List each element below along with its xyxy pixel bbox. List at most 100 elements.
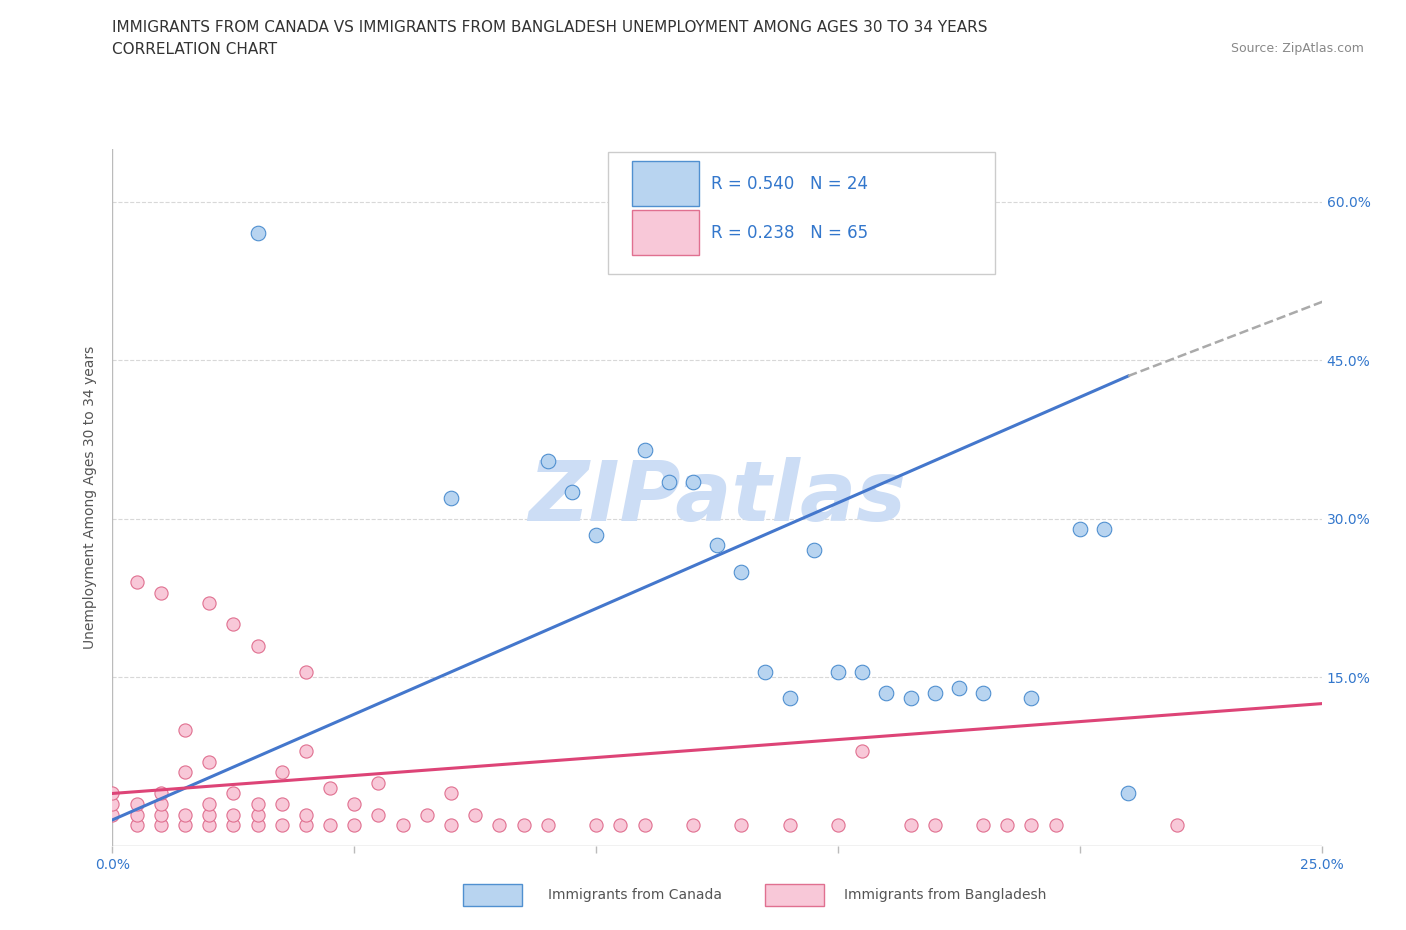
Point — [803, 543, 825, 558]
FancyBboxPatch shape — [609, 153, 995, 274]
Point — [754, 665, 776, 680]
Point — [174, 817, 197, 832]
Point — [343, 817, 366, 832]
Text: Immigrants from Canada: Immigrants from Canada — [548, 887, 723, 902]
Point — [585, 527, 607, 542]
Point — [682, 817, 704, 832]
Point — [319, 817, 342, 832]
Point — [295, 817, 318, 832]
Point — [779, 817, 801, 832]
Point — [512, 817, 534, 832]
Point — [1116, 786, 1139, 801]
Point — [101, 797, 124, 812]
Point — [779, 691, 801, 706]
Point — [174, 807, 197, 822]
Point — [222, 786, 245, 801]
Point — [295, 744, 318, 759]
Point — [198, 807, 221, 822]
Point — [1166, 817, 1188, 832]
Point — [730, 817, 752, 832]
Point — [1069, 522, 1091, 537]
Text: IMMIGRANTS FROM CANADA VS IMMIGRANTS FROM BANGLADESH UNEMPLOYMENT AMONG AGES 30 : IMMIGRANTS FROM CANADA VS IMMIGRANTS FRO… — [112, 20, 988, 35]
Point — [222, 807, 245, 822]
Point — [343, 797, 366, 812]
Point — [1021, 817, 1043, 832]
Point — [270, 817, 292, 832]
Point — [875, 685, 897, 700]
Point — [149, 807, 172, 822]
Point — [900, 691, 922, 706]
Point — [295, 807, 318, 822]
Point — [972, 685, 994, 700]
Point — [246, 226, 269, 241]
Point — [149, 585, 172, 600]
Point — [1021, 691, 1043, 706]
Point — [440, 786, 463, 801]
Point — [658, 474, 681, 489]
Point — [706, 538, 728, 552]
Point — [125, 575, 148, 590]
Point — [851, 744, 873, 759]
Point — [174, 723, 197, 737]
Point — [198, 817, 221, 832]
Point — [198, 797, 221, 812]
Point — [319, 781, 342, 796]
Point — [149, 786, 172, 801]
Point — [827, 665, 849, 680]
Point — [537, 453, 560, 468]
Point — [995, 817, 1018, 832]
Point — [198, 754, 221, 769]
Text: Immigrants from Bangladesh: Immigrants from Bangladesh — [844, 887, 1046, 902]
Point — [367, 776, 389, 790]
Point — [295, 665, 318, 680]
Point — [924, 685, 946, 700]
Point — [246, 807, 269, 822]
Point — [222, 617, 245, 631]
Point — [440, 490, 463, 505]
Point — [633, 443, 655, 458]
Point — [682, 474, 704, 489]
Point — [440, 817, 463, 832]
Point — [174, 764, 197, 779]
Point — [125, 807, 148, 822]
Point — [561, 485, 583, 499]
Text: R = 0.540   N = 24: R = 0.540 N = 24 — [711, 175, 868, 193]
Point — [391, 817, 413, 832]
Text: Source: ZipAtlas.com: Source: ZipAtlas.com — [1230, 42, 1364, 55]
Point — [948, 681, 970, 696]
FancyBboxPatch shape — [633, 161, 699, 206]
Point — [125, 797, 148, 812]
Point — [924, 817, 946, 832]
Point — [851, 665, 873, 680]
Point — [149, 797, 172, 812]
Y-axis label: Unemployment Among Ages 30 to 34 years: Unemployment Among Ages 30 to 34 years — [83, 346, 97, 649]
Point — [246, 797, 269, 812]
Point — [222, 817, 245, 832]
Point — [125, 817, 148, 832]
Text: ZIPatlas: ZIPatlas — [529, 457, 905, 538]
Point — [464, 807, 486, 822]
Point — [367, 807, 389, 822]
Point — [246, 638, 269, 653]
Point — [972, 817, 994, 832]
Point — [585, 817, 607, 832]
Point — [1045, 817, 1067, 832]
Point — [1092, 522, 1115, 537]
Text: R = 0.238   N = 65: R = 0.238 N = 65 — [711, 223, 868, 242]
Point — [101, 786, 124, 801]
Point — [149, 817, 172, 832]
Text: CORRELATION CHART: CORRELATION CHART — [112, 42, 277, 57]
Point — [730, 565, 752, 579]
Point — [270, 764, 292, 779]
Point — [101, 807, 124, 822]
Point — [537, 817, 560, 832]
Point — [609, 817, 631, 832]
Point — [633, 817, 655, 832]
FancyBboxPatch shape — [633, 210, 699, 255]
Point — [198, 596, 221, 611]
Point — [488, 817, 510, 832]
Point — [246, 817, 269, 832]
Point — [270, 797, 292, 812]
Point — [416, 807, 439, 822]
Point — [900, 817, 922, 832]
